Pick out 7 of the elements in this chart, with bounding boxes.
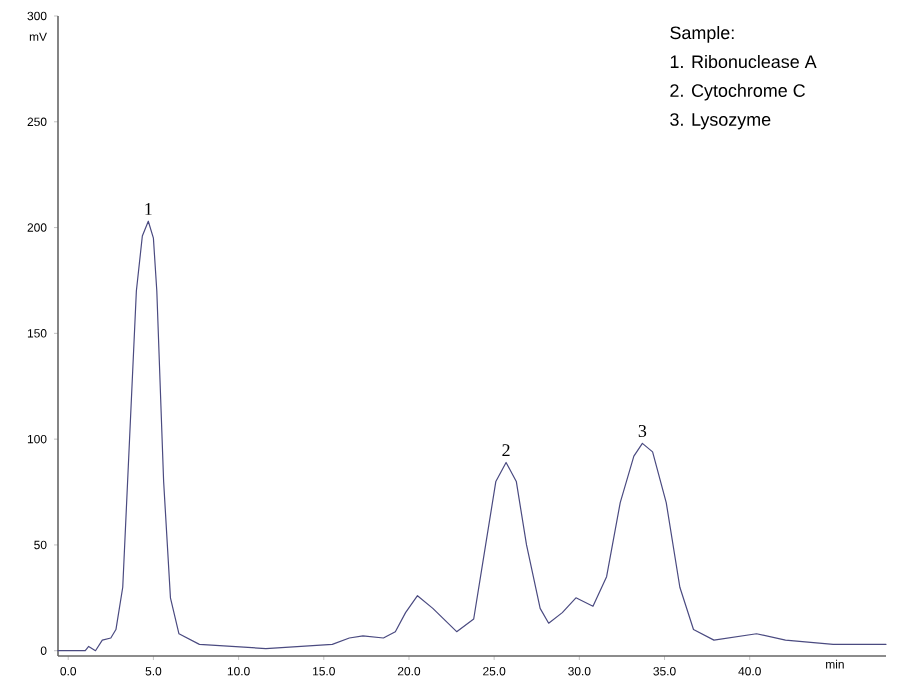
annotation: 2 [502,444,510,457]
annotation: 1. Ribonuclease A [670,54,817,69]
annotation: 1 [145,203,152,215]
annotation: 3. Lysozyme [670,113,771,130]
annotation: 2. Cytochrome C [670,83,805,101]
annotation: 3 [638,424,647,438]
annotation: Sample: [670,25,734,43]
